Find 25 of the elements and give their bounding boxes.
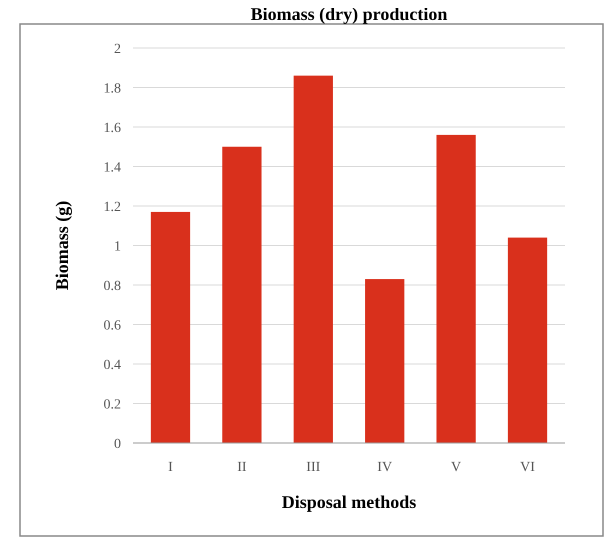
- y-tick-label: 1.4: [104, 160, 121, 176]
- y-tick-label: 0.8: [104, 278, 121, 294]
- bar: [365, 279, 404, 443]
- x-tick-label: V: [451, 460, 462, 475]
- bar: [150, 212, 190, 443]
- x-tick-label: IV: [377, 460, 392, 475]
- y-tick-label: 0.2: [104, 397, 121, 412]
- bar: [294, 76, 333, 443]
- y-tick-label: 1.8: [104, 81, 121, 96]
- y-tick-label: 1.2: [104, 200, 121, 215]
- x-tick-label: VI: [520, 460, 536, 475]
- bar: [508, 238, 548, 443]
- bar: [436, 134, 476, 443]
- y-tick-label: 2: [114, 42, 121, 57]
- x-axis-title: Disposal methods: [282, 492, 416, 512]
- x-tick-label: II: [237, 460, 247, 475]
- x-tick-label: I: [168, 460, 174, 475]
- x-tick-label: III: [306, 460, 321, 475]
- bar: [222, 146, 262, 443]
- y-axis-title: Biomass (g): [52, 200, 72, 290]
- y-tick-label: 0.6: [104, 318, 121, 334]
- y-tick-label: 0.4: [104, 358, 121, 373]
- y-tick-label: 1.6: [104, 120, 121, 136]
- y-tick-label: 1: [114, 239, 121, 254]
- y-tick-label: 0: [114, 436, 121, 452]
